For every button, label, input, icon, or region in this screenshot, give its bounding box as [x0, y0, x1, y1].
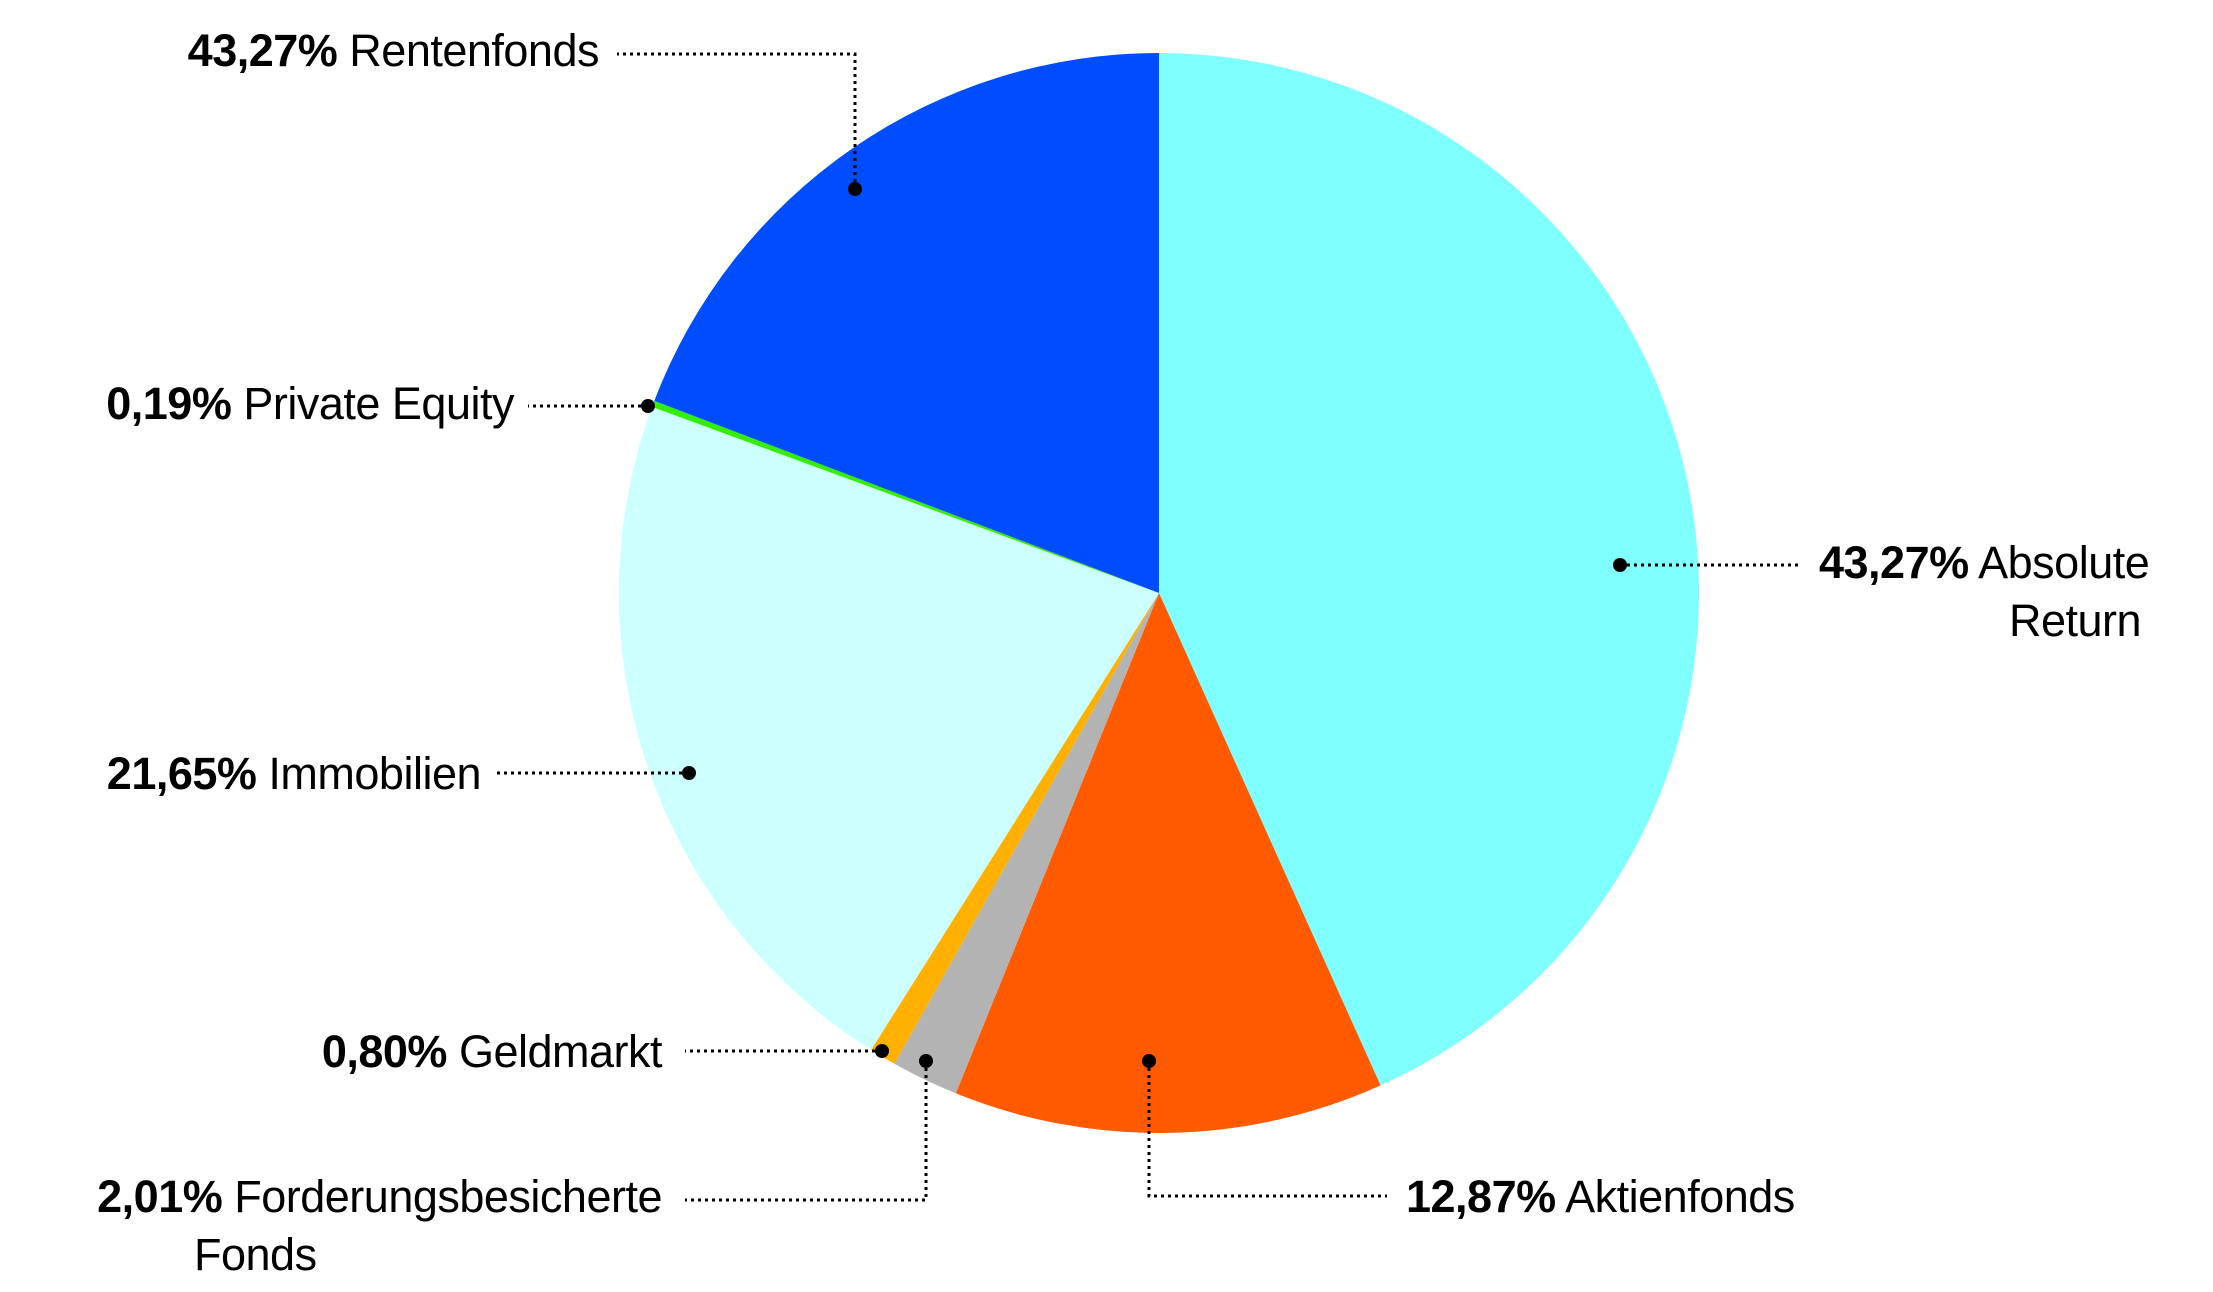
- leader-line-rentenfonds: [617, 52, 857, 189]
- data-label-forderungsbesicherte: 2,01% Forderungsbesicherte: [97, 1171, 662, 1222]
- slice-name: Aktienfonds: [1556, 1171, 1795, 1222]
- slice-name: Rentenfonds: [337, 25, 599, 76]
- data-label-rentenfonds: 43,27% Rentenfonds: [188, 25, 599, 76]
- leader-dot-absolute: [1613, 558, 1627, 572]
- pie-slice-forderungsbesicherte: [894, 593, 1159, 1094]
- leader-line-aktienfonds: [1147, 1061, 1387, 1198]
- pie-slice-geldmarkt: [871, 593, 1159, 1064]
- slice-percent: 2,01%: [97, 1171, 222, 1222]
- pie-slice-absolute: [1159, 53, 1700, 1086]
- slice-name: Geldmarkt: [447, 1026, 663, 1077]
- slice-name: Immobilien: [256, 748, 481, 799]
- leader-dot-forderungsbesicherte: [919, 1054, 933, 1068]
- data-label-forderungsbesicherte-line2: Fonds: [194, 1229, 317, 1280]
- pie-slice-rentenfonds: [654, 53, 1159, 593]
- leader-dot-rentenfonds: [848, 182, 862, 196]
- data-label-immobilien: 21,65% Immobilien: [107, 748, 481, 799]
- slice-percent: 43,27%: [1819, 537, 1969, 588]
- data-label-aktienfonds: 12,87% Aktienfonds: [1406, 1171, 1795, 1222]
- slice-percent: 0,19%: [106, 378, 231, 429]
- slice-percent: 43,27%: [188, 25, 338, 76]
- slice-percent: 12,87%: [1406, 1171, 1556, 1222]
- slice-name: Absolute: [1969, 537, 2150, 588]
- slice-percent: 21,65%: [107, 748, 257, 799]
- data-label-private-equity: 0,19% Private Equity: [106, 378, 515, 429]
- slice-name: Private Equity: [231, 378, 515, 429]
- leader-dot-immobilien: [682, 766, 696, 780]
- pie-slice-private-equity: [652, 400, 1159, 593]
- leader-dot-aktienfonds: [1142, 1054, 1156, 1068]
- leader-dot-geldmarkt: [875, 1044, 889, 1058]
- leader-line-forderungsbesicherte: [685, 1061, 928, 1202]
- data-label-geldmarkt: 0,80% Geldmarkt: [322, 1026, 663, 1077]
- slice-name: Forderungsbesicherte: [222, 1171, 662, 1222]
- data-label-absolute-line2: Return: [2009, 595, 2141, 646]
- data-label-absolute: 43,27% Absolute: [1819, 537, 2149, 588]
- pie-slice-aktienfonds: [955, 593, 1381, 1134]
- pie-slice-immobilien: [618, 406, 1159, 1050]
- slice-percent: 0,80%: [322, 1026, 447, 1077]
- leader-dot-private-equity: [641, 399, 655, 413]
